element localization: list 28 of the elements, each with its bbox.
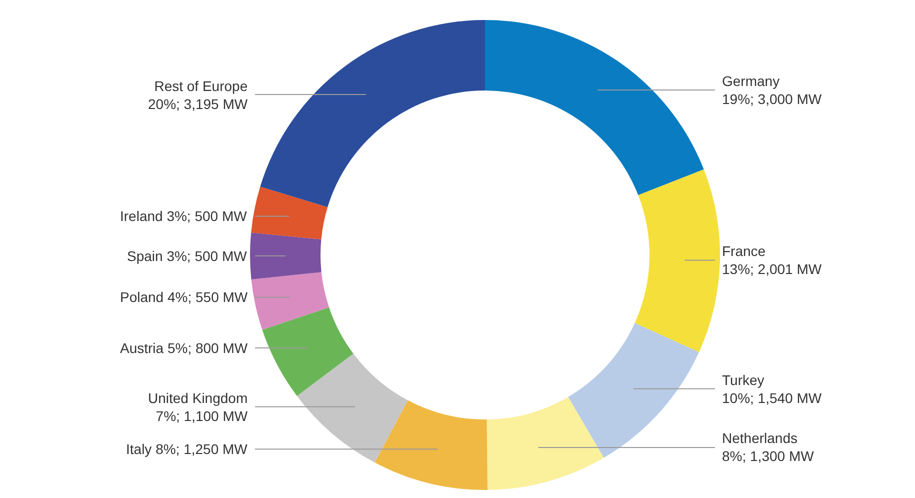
- slice-label: United Kingdom: [148, 390, 248, 406]
- slice-label: Spain 3%; 500 MW: [127, 248, 248, 264]
- slice-label: Italy 8%; 1,250 MW: [126, 441, 248, 457]
- slice-label: Germany: [722, 73, 780, 89]
- donut-slice: [251, 272, 330, 330]
- donut-slice: [374, 400, 488, 490]
- slice-label: Turkey: [722, 372, 764, 388]
- donut-slice: [260, 20, 485, 208]
- data-label: 19%; 3,000 MW: [722, 91, 822, 108]
- donut-slice: [251, 186, 328, 240]
- slice-label: Austria 5%; 800 MW: [120, 340, 248, 356]
- donut-slice: [486, 396, 604, 490]
- donut-slice: [262, 307, 354, 396]
- donut-slice: [634, 169, 720, 352]
- donut-slice: [568, 322, 699, 458]
- donut-slice: [485, 20, 704, 196]
- slice-label: Poland 4%; 550 MW: [120, 289, 248, 305]
- donut-slice: [250, 232, 322, 280]
- data-label: 13%; 2,001 MW: [722, 261, 822, 278]
- slice-label: Rest of Europe: [154, 78, 248, 94]
- data-label: 10%; 1,540 MW: [722, 390, 822, 406]
- slice-label: Ireland 3%; 500 MW: [120, 208, 248, 224]
- donut-slice: [296, 354, 408, 463]
- slice-label: France: [722, 243, 766, 259]
- data-label: 8%; 1,300 MW: [722, 448, 815, 464]
- slice-label: Netherlands: [722, 430, 798, 446]
- data-label: 7%; 1,100 MW: [156, 408, 248, 424]
- data-label: 20%; 3,195 MW: [148, 96, 248, 112]
